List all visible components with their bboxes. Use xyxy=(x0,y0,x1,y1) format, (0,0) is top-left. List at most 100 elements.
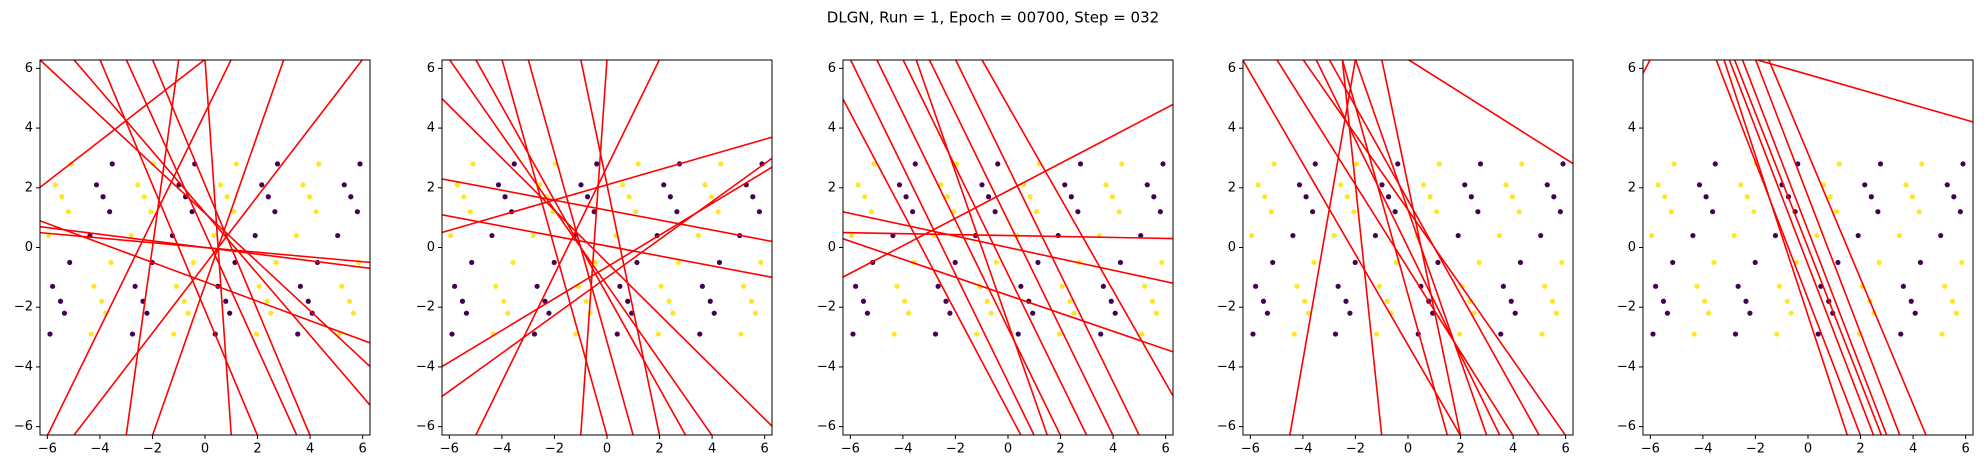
data-point xyxy=(1784,298,1790,304)
data-point xyxy=(189,209,195,215)
data-point xyxy=(932,331,939,337)
data-point xyxy=(891,331,897,337)
data-point xyxy=(1384,298,1390,304)
axes-frame xyxy=(441,59,773,436)
data-point xyxy=(1539,331,1545,337)
data-point xyxy=(546,310,552,316)
data-point xyxy=(67,259,73,266)
lines xyxy=(1643,60,1973,435)
data-point xyxy=(109,161,115,167)
data-point xyxy=(346,298,353,304)
data-point xyxy=(853,283,859,289)
data-point xyxy=(350,310,357,316)
data-point xyxy=(1117,259,1124,266)
data-point xyxy=(1302,298,1308,304)
data-point xyxy=(141,194,147,200)
data-point xyxy=(1385,194,1392,200)
x-tick-label: 4 xyxy=(306,442,314,457)
data-point xyxy=(715,209,721,215)
data-point xyxy=(502,194,508,200)
data-point xyxy=(181,298,187,304)
x-tick-label: −4 xyxy=(90,442,109,457)
y-tick-label: −6 xyxy=(14,419,33,434)
data-point xyxy=(306,194,313,200)
data-point xyxy=(510,259,516,266)
data-point xyxy=(1743,298,1749,304)
data-point xyxy=(1262,194,1268,200)
data-point xyxy=(699,283,705,289)
data-point xyxy=(1660,298,1667,304)
data-point xyxy=(132,283,138,289)
data-point xyxy=(695,232,702,239)
data-point xyxy=(675,259,681,266)
data-point xyxy=(1738,182,1744,188)
data-point xyxy=(1542,283,1548,289)
data-point xyxy=(227,310,233,316)
data-point xyxy=(1149,298,1156,304)
boundary-line xyxy=(915,60,1049,435)
boundary-line xyxy=(73,60,364,435)
data-point xyxy=(470,161,476,167)
data-point xyxy=(1774,331,1780,337)
data-point xyxy=(1015,331,1021,337)
data-point xyxy=(1392,209,1398,215)
y-tick-label: 2 xyxy=(1228,180,1236,195)
y-tick-label: −6 xyxy=(817,419,836,434)
y-tick-label: 0 xyxy=(828,240,836,255)
x-tick-label: 6 xyxy=(1562,442,1570,457)
x-tick-label: 6 xyxy=(761,442,769,457)
data-point xyxy=(1668,209,1674,215)
data-point xyxy=(1270,259,1276,266)
data-point xyxy=(1938,232,1944,239)
data-point xyxy=(144,310,150,316)
data-point xyxy=(1343,298,1349,304)
boundary-line xyxy=(843,103,1173,278)
data-point xyxy=(173,283,179,289)
data-point xyxy=(992,209,998,215)
data-point xyxy=(979,182,985,188)
data-point xyxy=(1735,283,1741,289)
data-point xyxy=(469,259,475,266)
data-point xyxy=(1311,259,1317,266)
data-point xyxy=(495,182,502,188)
data-point xyxy=(1696,182,1703,188)
data-point xyxy=(1159,259,1165,266)
data-point xyxy=(697,331,703,337)
data-point xyxy=(1691,331,1697,337)
data-point xyxy=(135,182,141,188)
y-tick-label: −4 xyxy=(1217,359,1236,374)
y-tick-label: −2 xyxy=(416,300,435,315)
y-tick-label: −6 xyxy=(416,419,435,434)
data-point xyxy=(1255,182,1261,188)
data-point xyxy=(129,331,136,337)
data-point xyxy=(211,232,217,239)
data-point xyxy=(741,283,747,289)
data-point xyxy=(1671,161,1677,167)
data-point xyxy=(348,194,354,200)
data-point xyxy=(1271,161,1277,167)
data-point xyxy=(264,298,270,304)
data-point xyxy=(573,331,579,337)
data-point xyxy=(268,310,274,316)
y-tick-label: −2 xyxy=(14,300,33,315)
data-point xyxy=(1655,182,1661,188)
data-point xyxy=(1344,194,1350,200)
data-point xyxy=(667,194,673,200)
data-point xyxy=(666,298,672,304)
data-point xyxy=(912,161,918,167)
data-point xyxy=(1836,161,1842,167)
data-point xyxy=(88,331,94,337)
data-point xyxy=(52,182,58,188)
data-point xyxy=(752,310,759,316)
data-point xyxy=(1291,331,1297,337)
data-point xyxy=(448,232,454,239)
data-point xyxy=(1747,310,1753,316)
y-tick-label: 4 xyxy=(427,121,435,136)
data-point xyxy=(273,259,279,266)
y-tick-label: −2 xyxy=(1617,300,1636,315)
data-point xyxy=(984,298,990,304)
data-point xyxy=(1903,182,1909,188)
data-point xyxy=(50,283,56,289)
data-point xyxy=(274,161,281,167)
data-point xyxy=(1664,310,1671,316)
